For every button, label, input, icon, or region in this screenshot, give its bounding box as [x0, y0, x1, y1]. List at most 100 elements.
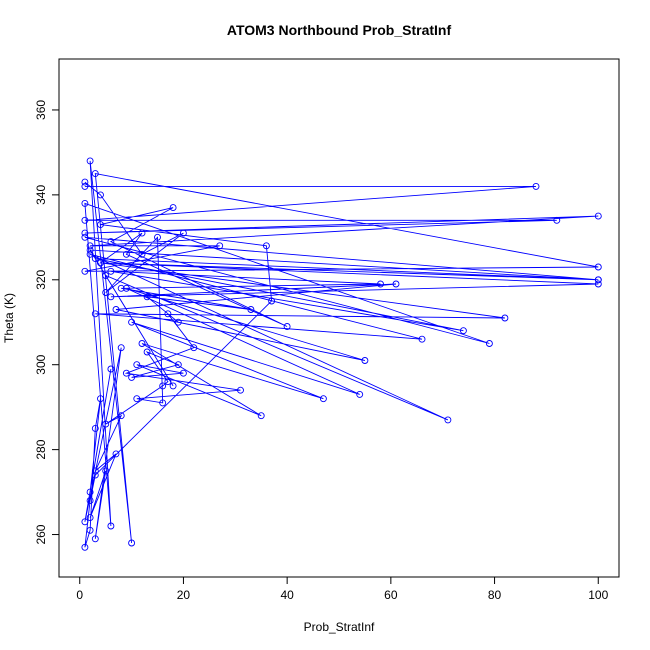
data-point: [102, 420, 110, 428]
x-tick-label: 100: [588, 588, 608, 602]
x-tick-label: 0: [76, 588, 83, 602]
x-tick-label: 60: [384, 588, 398, 602]
data-point: [86, 242, 94, 250]
data-point: [112, 306, 120, 313]
y-tick-label: 320: [34, 269, 48, 289]
data-point: [97, 259, 104, 267]
data-point: [418, 335, 426, 343]
data-point: [81, 182, 89, 190]
series-line: [84, 160, 599, 548]
data-point: [122, 284, 130, 292]
data-point: [91, 471, 99, 479]
data-point: [117, 412, 125, 420]
data-point: [237, 386, 244, 394]
data-point: [107, 238, 115, 246]
x-tick-label: 80: [488, 588, 502, 602]
data-point: [81, 518, 89, 526]
data-point: [216, 242, 224, 250]
data-point: [128, 318, 136, 326]
data-point: [97, 191, 104, 199]
data-point: [138, 229, 146, 237]
data-point: [459, 327, 467, 335]
y-axis: 260 280 300 320 340 360: [34, 100, 60, 545]
data-point: [361, 357, 369, 364]
data-point: [356, 390, 364, 398]
data-point: [86, 497, 94, 505]
data-point: [117, 344, 125, 352]
y-tick-label: 260: [34, 524, 48, 544]
data-point: [81, 216, 89, 224]
data-point: [262, 242, 270, 250]
data-point: [164, 310, 172, 318]
data-point: [86, 246, 94, 254]
data-point: [81, 199, 89, 207]
x-tick-label: 20: [177, 588, 191, 602]
chart-title: ATOM3 Northbound Prob_StratInf: [227, 22, 452, 38]
x-axis: 0 20 40 60 80 100: [76, 576, 609, 602]
data-point: [91, 255, 99, 263]
data-point: [128, 539, 136, 547]
data-point: [283, 323, 291, 330]
y-axis-label: Theta (K): [2, 293, 16, 343]
data-point: [97, 221, 104, 229]
data-point: [133, 395, 141, 403]
data-point: [117, 284, 125, 292]
data-point: [553, 216, 561, 224]
data-point: [179, 369, 187, 377]
data-point: [594, 212, 602, 220]
series-layer: [81, 157, 602, 551]
data-point: [169, 204, 177, 212]
data-point: [594, 263, 602, 271]
data-point: [190, 344, 198, 352]
data-point: [107, 365, 115, 373]
data-point: [122, 369, 130, 377]
x-axis-label: Prob_StratInf: [304, 620, 375, 634]
data-point: [174, 318, 182, 326]
data-point: [91, 424, 99, 432]
data-point: [128, 373, 136, 381]
data-point: [532, 182, 540, 190]
data-point: [138, 340, 146, 347]
data-point: [86, 514, 94, 522]
data-point: [102, 272, 110, 279]
data-point: [81, 543, 89, 551]
data-point: [102, 467, 110, 475]
data-point: [133, 361, 141, 369]
data-point: [81, 233, 89, 241]
data-point: [138, 250, 146, 258]
data-point: [86, 526, 94, 534]
data-point: [485, 340, 493, 347]
data-point: [91, 170, 99, 178]
y-tick-label: 300: [34, 354, 48, 374]
data-point: [159, 399, 167, 407]
data-point: [179, 229, 187, 237]
data-point: [107, 522, 115, 530]
data-point: [594, 280, 602, 288]
data-point: [91, 535, 99, 543]
data-point: [377, 280, 384, 288]
data-point: [86, 488, 94, 496]
data-point: [143, 348, 151, 356]
data-point: [102, 289, 110, 296]
data-point: [107, 293, 115, 301]
data-point: [91, 310, 99, 318]
data-point: [86, 250, 94, 258]
y-tick-label: 340: [34, 185, 48, 205]
data-point: [257, 412, 265, 420]
data-point: [112, 450, 120, 458]
data-point: [268, 297, 276, 305]
data-point: [143, 293, 151, 301]
data-point: [107, 267, 115, 275]
data-point: [392, 280, 400, 288]
data-point: [174, 361, 182, 369]
data-point: [247, 306, 255, 313]
data-point: [154, 233, 161, 241]
data-point: [81, 178, 89, 186]
x-tick-label: 40: [280, 588, 294, 602]
data-point: [159, 382, 167, 390]
data-point: [164, 378, 172, 386]
y-tick-label: 280: [34, 439, 48, 459]
data-point: [81, 229, 89, 237]
data-point: [319, 395, 327, 403]
